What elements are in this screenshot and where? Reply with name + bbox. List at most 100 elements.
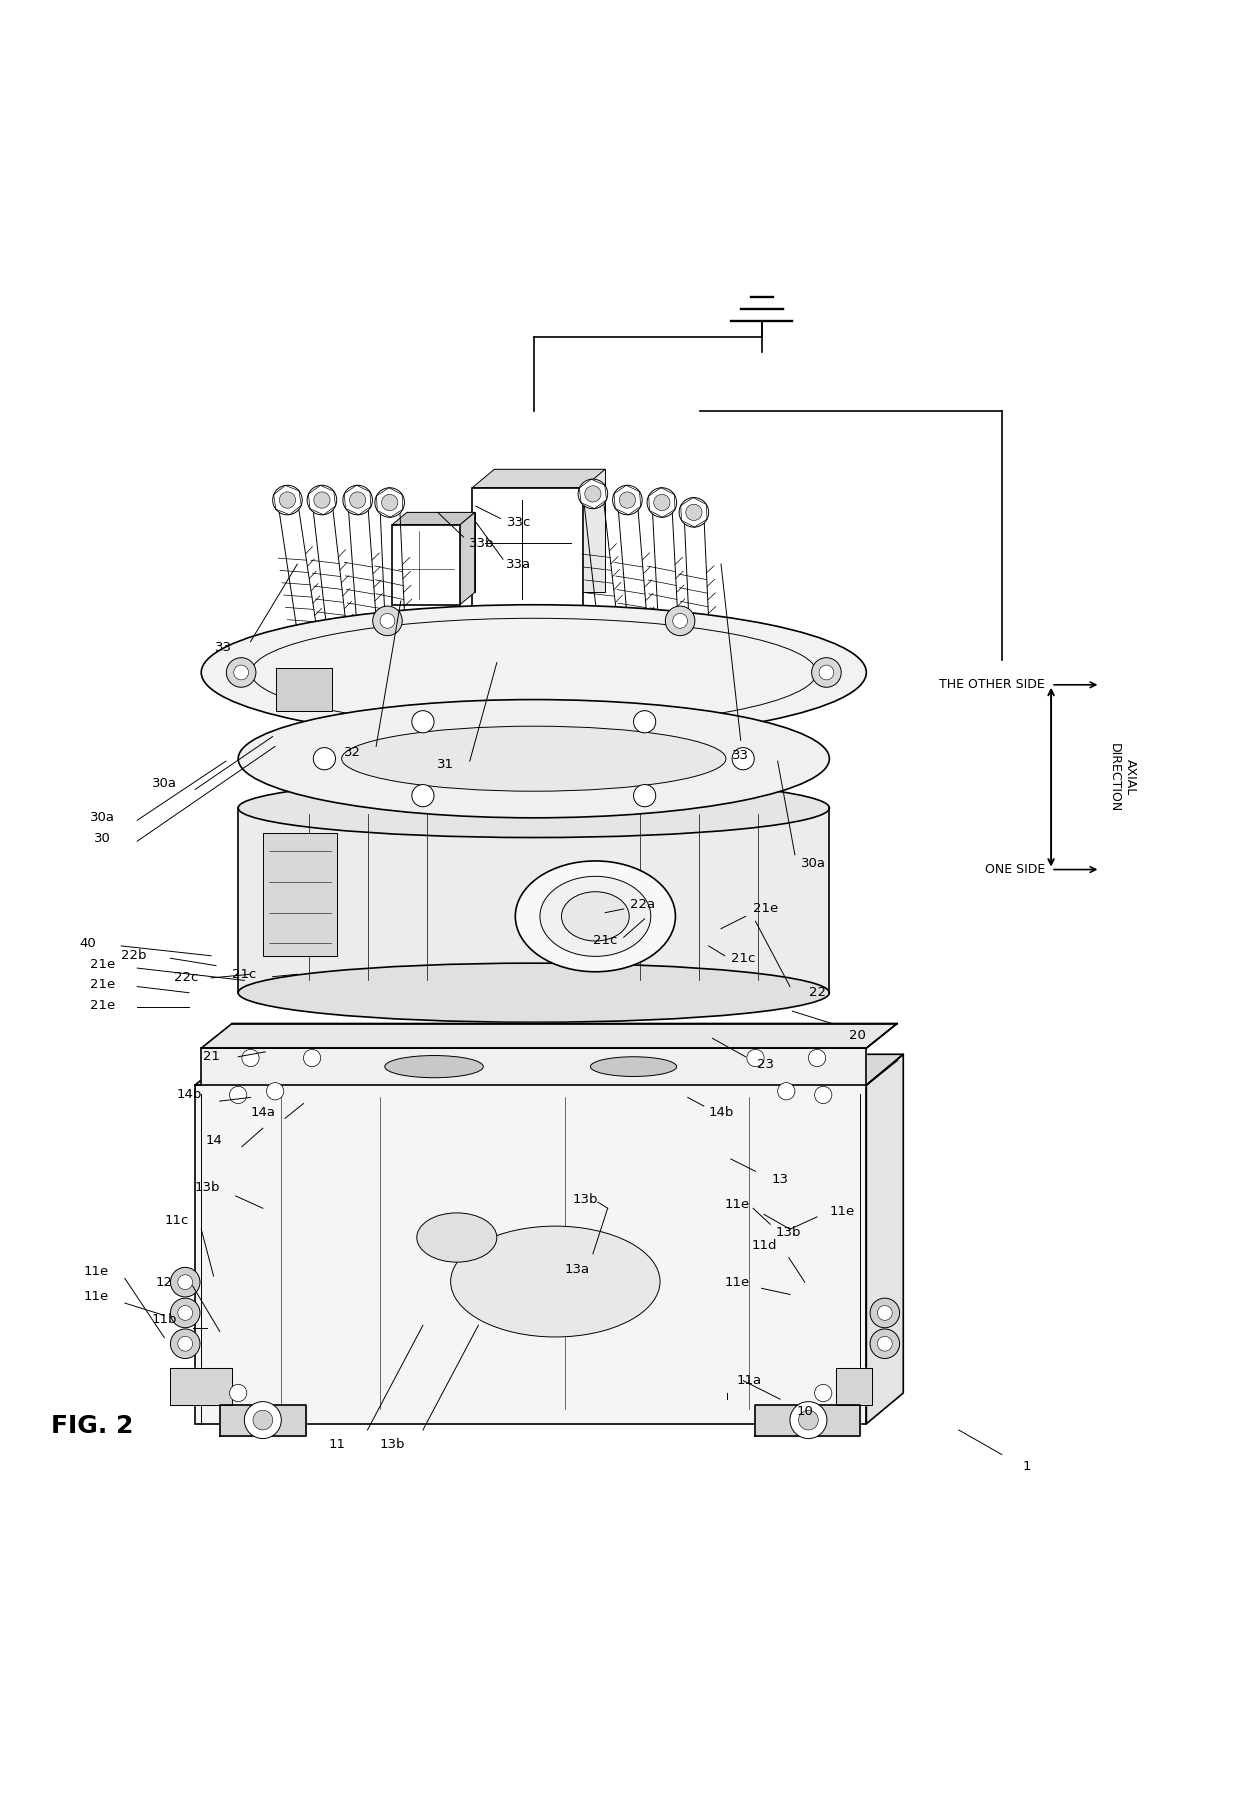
Circle shape — [267, 1082, 284, 1100]
Circle shape — [234, 665, 248, 680]
Text: 11e: 11e — [724, 1276, 750, 1289]
Text: 11e: 11e — [84, 1265, 109, 1278]
Circle shape — [653, 495, 670, 511]
Circle shape — [314, 491, 330, 508]
Circle shape — [253, 1411, 273, 1430]
Circle shape — [177, 1305, 192, 1320]
Circle shape — [412, 711, 434, 732]
Circle shape — [227, 658, 255, 687]
Ellipse shape — [450, 1226, 660, 1336]
Text: 20: 20 — [849, 1030, 867, 1042]
Circle shape — [170, 1298, 200, 1327]
Text: 13a: 13a — [564, 1264, 589, 1276]
Text: ONE SIDE: ONE SIDE — [985, 863, 1045, 876]
Circle shape — [815, 1385, 832, 1401]
Text: 1: 1 — [1022, 1461, 1030, 1474]
Text: 11d: 11d — [751, 1238, 776, 1251]
Text: 33b: 33b — [469, 537, 495, 549]
Polygon shape — [170, 1369, 232, 1405]
Text: 13: 13 — [771, 1173, 789, 1186]
Circle shape — [177, 1336, 192, 1351]
Ellipse shape — [238, 963, 830, 1023]
Text: 14: 14 — [205, 1133, 222, 1148]
Circle shape — [820, 665, 833, 680]
Text: 13b: 13b — [573, 1193, 598, 1206]
Circle shape — [732, 747, 754, 771]
Text: 32: 32 — [345, 745, 361, 760]
Ellipse shape — [590, 1057, 677, 1077]
Text: 30a: 30a — [151, 776, 177, 790]
Circle shape — [686, 504, 702, 520]
Circle shape — [373, 709, 402, 740]
Circle shape — [381, 613, 394, 629]
Text: 21e: 21e — [91, 957, 115, 972]
Text: 21e: 21e — [91, 977, 115, 990]
Circle shape — [808, 1050, 826, 1066]
Ellipse shape — [238, 778, 830, 838]
Text: 13b: 13b — [776, 1226, 801, 1240]
Polygon shape — [195, 1055, 903, 1086]
Text: 21c: 21c — [232, 968, 257, 981]
Circle shape — [177, 1275, 192, 1289]
Circle shape — [746, 1050, 764, 1066]
Circle shape — [304, 1050, 321, 1066]
Circle shape — [374, 488, 404, 517]
Polygon shape — [232, 1055, 903, 1392]
Circle shape — [790, 1401, 827, 1438]
Circle shape — [777, 1082, 795, 1100]
Circle shape — [273, 486, 303, 515]
Circle shape — [314, 747, 336, 771]
Circle shape — [279, 491, 295, 508]
Text: 33: 33 — [215, 642, 232, 654]
Circle shape — [666, 606, 694, 636]
Text: 14a: 14a — [250, 1106, 275, 1119]
Polygon shape — [392, 513, 475, 524]
Polygon shape — [392, 524, 460, 606]
Circle shape — [799, 1411, 818, 1430]
Circle shape — [878, 1336, 893, 1351]
Polygon shape — [867, 1055, 903, 1423]
Text: 13b: 13b — [195, 1180, 221, 1193]
Ellipse shape — [342, 727, 725, 790]
Circle shape — [634, 711, 656, 732]
Circle shape — [412, 785, 434, 807]
Text: 11e: 11e — [830, 1206, 854, 1218]
Text: 11b: 11b — [151, 1313, 177, 1325]
Text: 21c: 21c — [730, 952, 755, 965]
Circle shape — [308, 486, 337, 515]
Text: 11e: 11e — [84, 1291, 109, 1304]
Text: AXIAL
DIRECTION: AXIAL DIRECTION — [1109, 743, 1137, 812]
Polygon shape — [836, 1369, 873, 1405]
Circle shape — [585, 486, 601, 502]
Polygon shape — [201, 1048, 867, 1086]
Text: 12: 12 — [156, 1276, 172, 1289]
Circle shape — [244, 1401, 281, 1438]
Circle shape — [666, 709, 694, 740]
Text: 13b: 13b — [379, 1438, 405, 1450]
Circle shape — [170, 1267, 200, 1296]
Ellipse shape — [516, 861, 676, 972]
Circle shape — [343, 486, 372, 515]
Text: 33a: 33a — [506, 558, 532, 571]
Text: 10: 10 — [796, 1405, 813, 1418]
Text: 31: 31 — [436, 758, 454, 771]
Circle shape — [815, 1086, 832, 1104]
Circle shape — [350, 491, 366, 508]
Circle shape — [381, 716, 394, 731]
Text: 11e: 11e — [724, 1198, 750, 1211]
Polygon shape — [195, 1086, 867, 1423]
Polygon shape — [460, 513, 475, 606]
Polygon shape — [201, 1024, 897, 1048]
Text: 11: 11 — [329, 1438, 345, 1450]
Polygon shape — [277, 669, 332, 711]
FancyBboxPatch shape — [238, 809, 830, 994]
Circle shape — [578, 479, 608, 509]
Text: 23: 23 — [756, 1057, 774, 1071]
Circle shape — [229, 1385, 247, 1401]
Circle shape — [870, 1329, 899, 1358]
Text: 22: 22 — [808, 986, 826, 999]
Circle shape — [619, 491, 636, 508]
Circle shape — [373, 606, 402, 636]
Text: 30: 30 — [94, 832, 112, 845]
Ellipse shape — [238, 700, 830, 818]
